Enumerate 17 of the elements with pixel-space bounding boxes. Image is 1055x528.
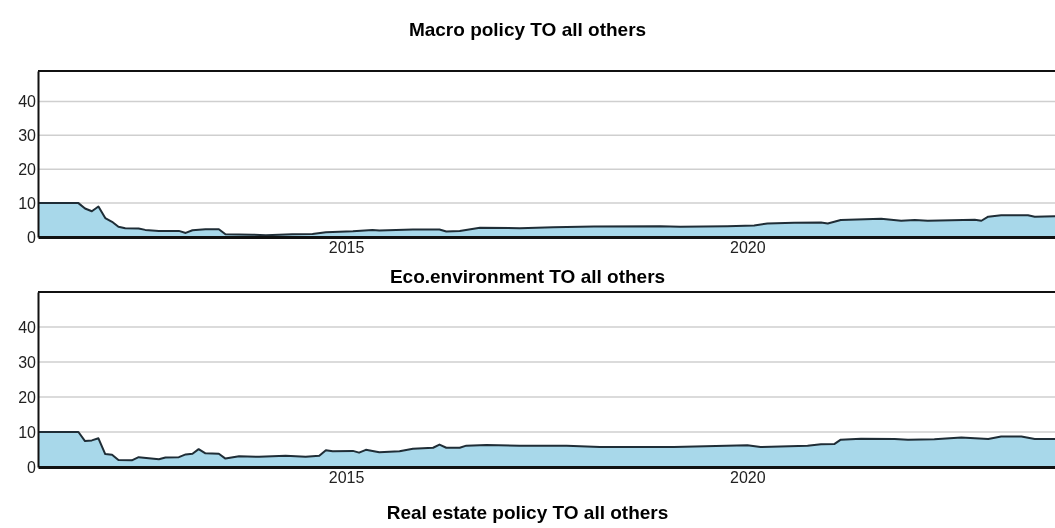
y-tick-label: 10 xyxy=(18,423,37,441)
y-tick-label: 20 xyxy=(18,388,37,406)
y-tick-label: 0 xyxy=(27,458,37,476)
text: Real estate policy TO all others xyxy=(386,502,669,523)
y-tick-label: 40 xyxy=(18,318,37,336)
y-tick-label: 30 xyxy=(18,353,37,371)
chart-title: Eco.environment TO all others xyxy=(389,266,666,287)
y-tick-label: 40 xyxy=(18,93,37,111)
x-tick-label: 2015 xyxy=(328,469,365,487)
y-tick-label: 30 xyxy=(18,126,37,144)
chart-title: Macro policy TO all others xyxy=(408,19,647,40)
x-tick-label: 2020 xyxy=(730,469,766,487)
x-tick-label: 2015 xyxy=(328,239,365,257)
y-tick-label: 10 xyxy=(18,194,37,212)
y-tick-label: 0 xyxy=(27,228,37,246)
y-tick-label: 20 xyxy=(18,160,37,178)
x-tick-label: 2020 xyxy=(730,239,766,257)
